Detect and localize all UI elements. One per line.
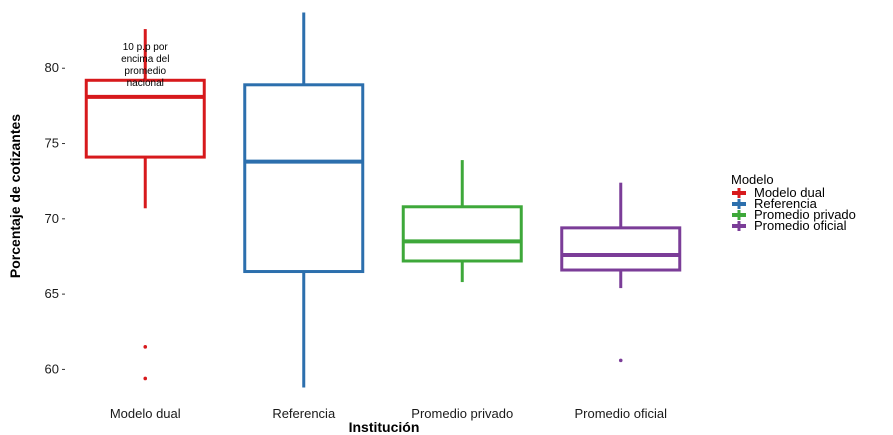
x-tick-label: Promedio oficial (575, 406, 668, 421)
y-tick-label: 80 (45, 60, 59, 75)
x-axis-title: Institución (349, 419, 420, 435)
box (401, 205, 523, 263)
y-axis: 60 65 70 75 80 (45, 60, 65, 376)
x-tick-label: Modelo dual (110, 406, 181, 421)
outlier-point (143, 376, 148, 381)
y-tick-label: 70 (45, 211, 59, 226)
y-tick-label: 60 (45, 361, 59, 376)
annotation-text: 10 p.p por (123, 42, 169, 53)
legend-label: Promedio oficial (754, 218, 847, 233)
outlier-point (618, 358, 623, 363)
x-axis: Modelo dual Referencia Promedio privado Pro… (110, 406, 667, 421)
y-axis-title: Porcentaje de cotizantes (7, 114, 23, 278)
annotation-text: promedio (124, 66, 166, 77)
box-group (560, 182, 682, 363)
legend-title: Modelo (731, 172, 774, 187)
box (560, 226, 682, 272)
box (84, 78, 206, 159)
x-tick-label: Promedio privado (411, 406, 513, 421)
legend-label: Referencia (754, 196, 818, 211)
legend-label: Modelo dual (754, 185, 825, 200)
box-group (84, 29, 206, 381)
annotation-text: nacional (127, 78, 164, 89)
y-tick-label: 65 (45, 286, 59, 301)
box-group (243, 12, 365, 388)
annotation-text: encima del (121, 54, 169, 65)
x-tick-label: Referencia (272, 406, 336, 421)
outlier-point (143, 345, 148, 349)
box-group (401, 160, 523, 283)
box (243, 83, 365, 274)
y-tick-label: 75 (45, 136, 59, 151)
legend-label: Promedio privado (754, 207, 856, 222)
boxes-layer (84, 12, 682, 388)
